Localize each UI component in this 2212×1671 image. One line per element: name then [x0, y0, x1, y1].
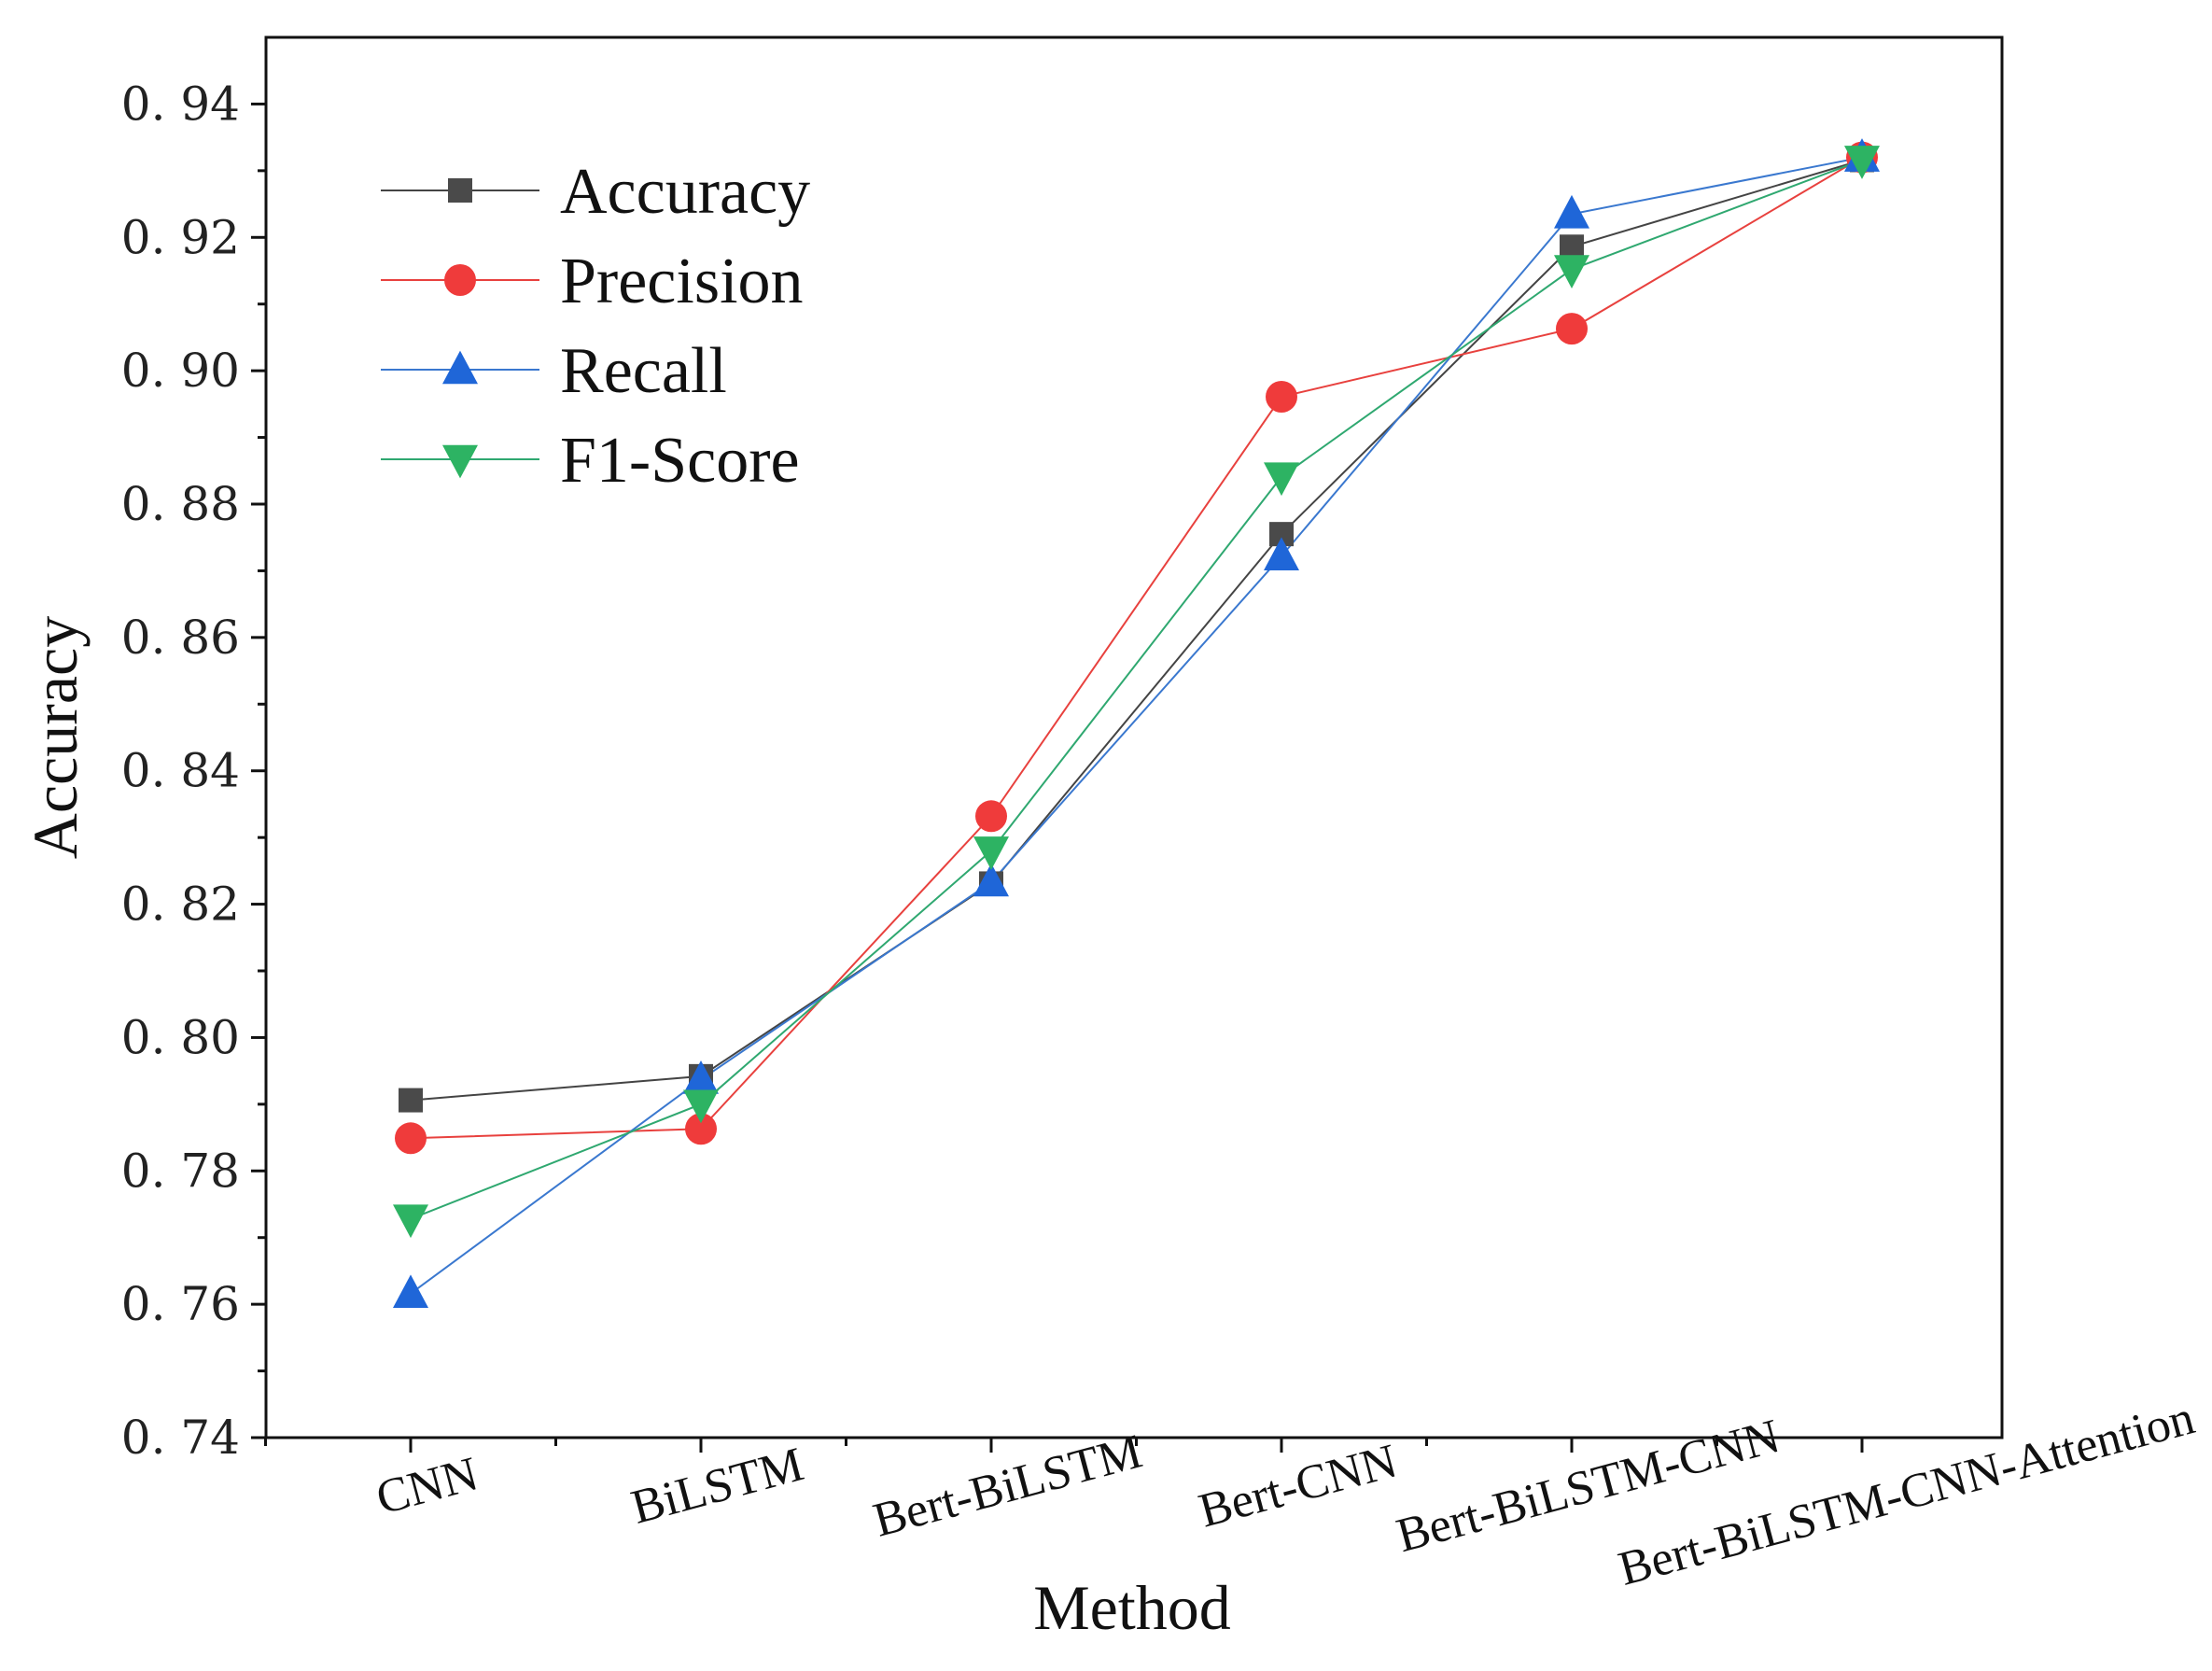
legend-label-f1-score: F1-Score — [560, 425, 800, 497]
data-point-accuracy — [1560, 234, 1584, 260]
y-tick-label: 0. 86 — [121, 611, 240, 665]
y-tick-label: 0. 80 — [121, 1010, 240, 1064]
legend-marker-recall — [442, 350, 478, 385]
data-point-recall — [1264, 537, 1299, 571]
series-layer — [393, 138, 1880, 1309]
data-point-recall — [683, 1060, 719, 1094]
data-point-precision — [1556, 313, 1588, 345]
y-tick-label: 0. 82 — [121, 878, 240, 932]
data-point-f1-score — [1554, 255, 1589, 288]
legend-marker-accuracy — [448, 178, 472, 203]
data-point-f1-score — [973, 836, 1009, 870]
x-tick-label: CNN — [371, 1447, 483, 1524]
plot-frame — [264, 35, 2004, 1439]
legend-marker-precision — [444, 264, 476, 296]
data-point-f1-score — [1264, 462, 1299, 497]
legend-label-precision: Precision — [560, 246, 804, 317]
series-line-recall — [410, 156, 1863, 1295]
y-tick-label: 0. 84 — [121, 744, 240, 798]
data-point-recall — [973, 863, 1009, 897]
data-point-precision — [1266, 381, 1297, 413]
legend-label-recall: Recall — [560, 335, 727, 407]
data-point-accuracy — [399, 1088, 423, 1113]
x-tick-label: Bert-BiLSTM — [868, 1425, 1147, 1547]
data-point-precision — [395, 1122, 427, 1155]
y-tick-label: 0. 74 — [121, 1411, 240, 1465]
y-tick-label: 0. 78 — [121, 1144, 240, 1198]
x-tick-label: Bert-BiLSTM-CNN-Attention — [1613, 1391, 2200, 1596]
legend-marker-f1-score — [442, 444, 478, 479]
x-axis-title: Method — [1033, 1572, 1231, 1643]
x-tick-label: BiLSTM — [626, 1438, 809, 1535]
y-tick-label: 0. 76 — [121, 1277, 240, 1331]
series-line-f1-score — [410, 159, 1863, 1220]
data-point-recall — [1554, 194, 1589, 229]
data-point-precision — [975, 800, 1007, 833]
legend-label-accuracy: Accuracy — [560, 156, 810, 228]
data-point-f1-score — [1844, 146, 1880, 179]
data-point-recall — [393, 1274, 428, 1309]
series-line-precision — [410, 156, 1863, 1140]
y-tick-label: 0. 92 — [121, 210, 240, 264]
data-point-f1-score — [683, 1089, 719, 1124]
y-tick-label: 0. 88 — [121, 477, 240, 531]
y-tick-label: 0. 90 — [121, 344, 240, 398]
y-tick-label: 0. 94 — [121, 77, 240, 131]
y-axis-title: Accuracy — [20, 616, 91, 859]
legend: Accuracy Precision Recall F1-Score — [381, 156, 810, 497]
data-point-precision — [685, 1113, 717, 1145]
axes: 0. 74 0. 76 0. 78 0. 80 0. 82 0. 84 0. 86 0. 88… — [121, 77, 2200, 1595]
x-tick-label: Bert-CNN — [1194, 1434, 1403, 1538]
series-line-accuracy — [410, 159, 1863, 1102]
data-point-f1-score — [393, 1204, 428, 1239]
